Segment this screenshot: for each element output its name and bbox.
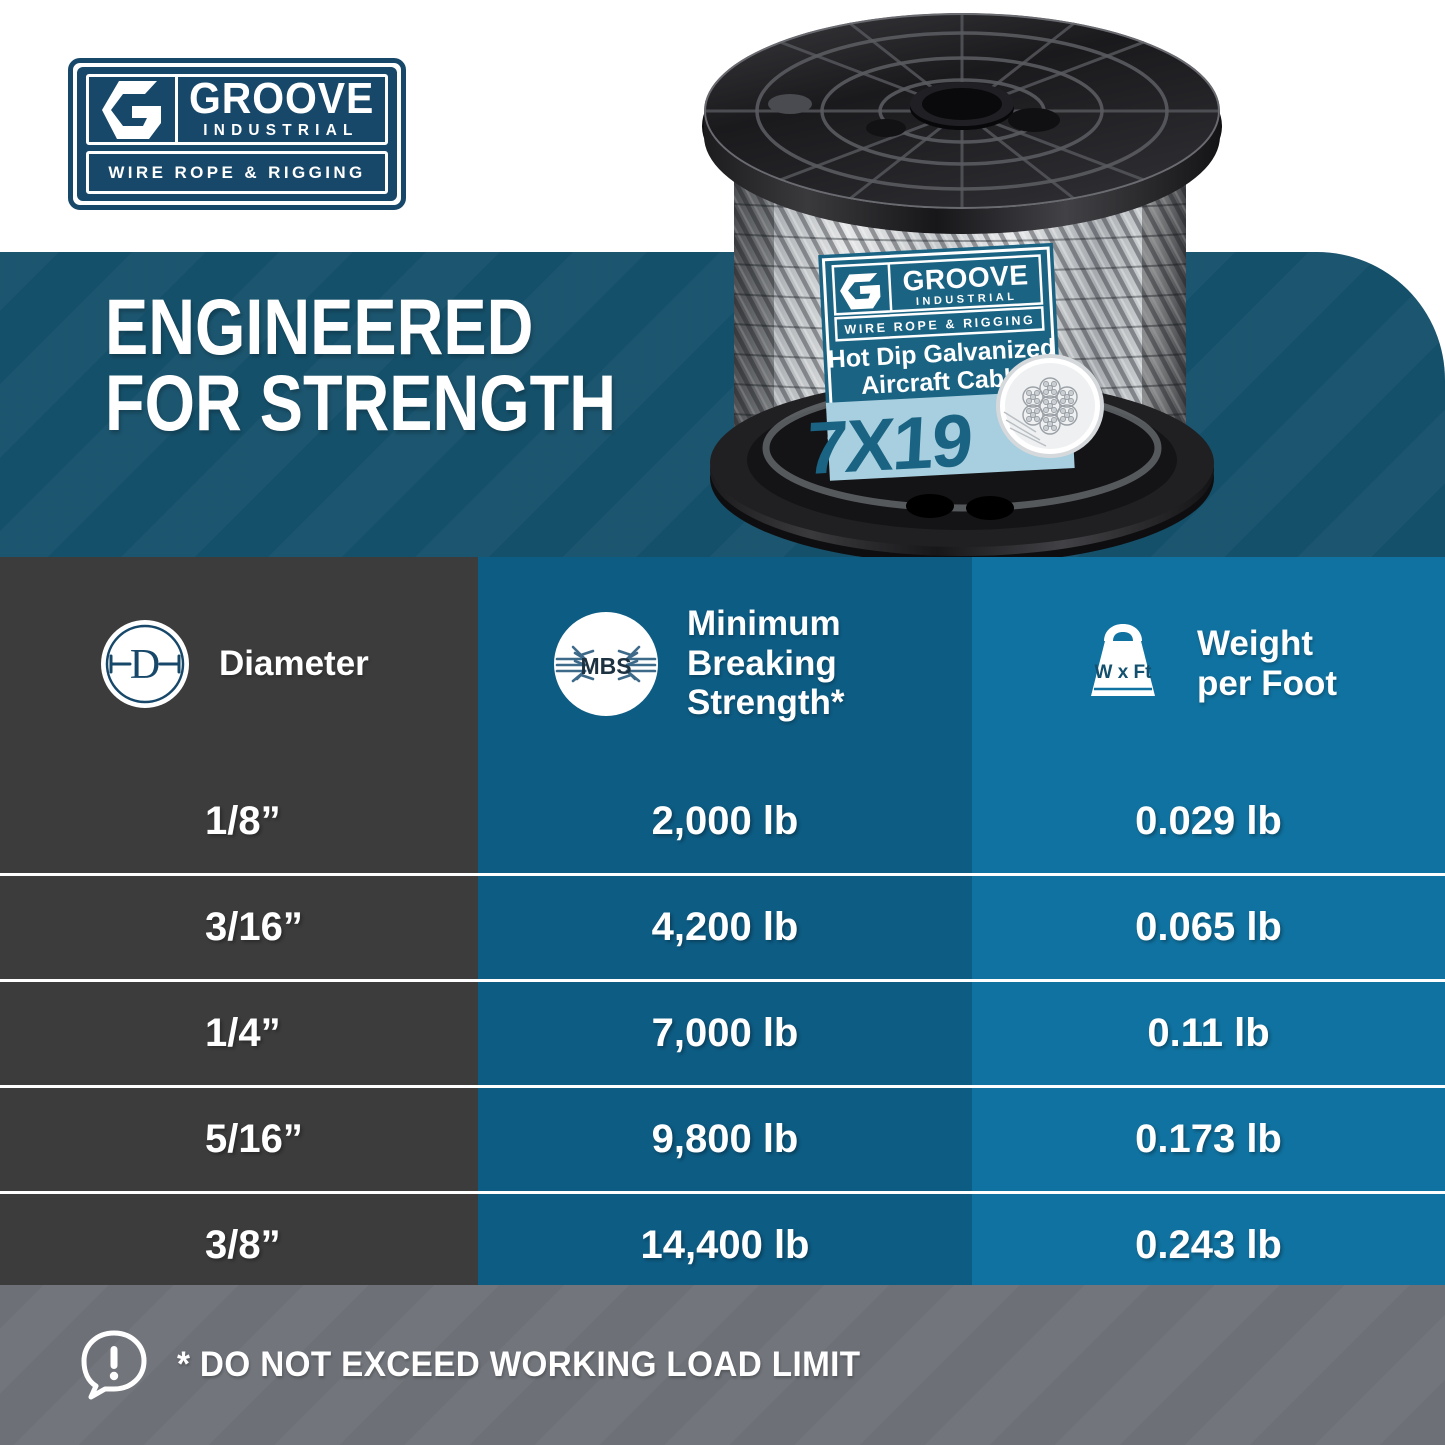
cell-diameter: 1/4” [205, 1011, 281, 1055]
wire-rope-spool-image: GROOVE INDUSTRIAL WIRE ROPE & RIGGING Ho… [672, 8, 1252, 593]
column-diameter-bg [0, 557, 478, 1285]
brand-subname: INDUSTRIAL [203, 122, 360, 140]
table-row: 5/16” 9,800 lb 0.173 lb [0, 1085, 1445, 1191]
table-row: 3/16” 4,200 lb 0.065 lb [0, 873, 1445, 979]
cell-weight: 0.029 lb [1135, 799, 1282, 843]
cell-diameter: 1/8” [205, 799, 281, 843]
groove-g-mark-icon [89, 77, 178, 143]
mbs-frayed-cable-icon: MBS [551, 609, 661, 719]
header-diameter: D Diameter [0, 557, 478, 770]
footer-stripe-texture [0, 1285, 1445, 1445]
spool-label: GROOVE INDUSTRIAL WIRE ROPE & RIGGING Ho… [804, 242, 1104, 490]
weight-icon: W x Ft [1075, 616, 1171, 712]
header-mbs: MBS Minimum Breaking Strength* [478, 557, 972, 770]
svg-text:GROOVE: GROOVE [902, 259, 1029, 297]
footer-warning-text: * DO NOT EXCEED WORKING LOAD LIMIT [177, 1345, 861, 1384]
svg-text:INDUSTRIAL: INDUSTRIAL [916, 291, 1018, 308]
cell-weight: 0.243 lb [1135, 1223, 1282, 1267]
hero-stripe-texture [0, 252, 1445, 557]
brand-logo-inner: GROOVE INDUSTRIAL WIRE ROPE & RIGGING [77, 67, 397, 201]
table-row: 3/8” 14,400 lb 0.243 lb [0, 1191, 1445, 1297]
brand-logo-top: GROOVE INDUSTRIAL [86, 74, 388, 146]
cell-mbs: 14,400 lb [640, 1223, 810, 1267]
brand-name: GROOVE [188, 74, 375, 123]
exclamation-bubble-icon [77, 1327, 151, 1406]
spec-table: D Diameter [0, 557, 1445, 1285]
hero-title: ENGINEERED FOR STRENGTH [105, 282, 617, 447]
cell-diameter: 3/16” [205, 905, 303, 949]
header-weight: W x Ft Weight per Foot [972, 557, 1445, 770]
svg-text:D: D [130, 642, 160, 688]
header-diameter-label: Diameter [219, 643, 369, 683]
header-mbs-label: Minimum Breaking Strength* [687, 604, 845, 723]
cell-mbs: 4,200 lb [651, 905, 799, 949]
svg-text:W x Ft: W x Ft [1095, 662, 1153, 683]
svg-text:MBS: MBS [580, 653, 631, 679]
brand-logo-words: GROOVE INDUSTRIAL [178, 77, 385, 142]
svg-text:7X19: 7X19 [804, 398, 973, 490]
diameter-icon: D [97, 616, 193, 712]
cell-weight: 0.173 lb [1135, 1117, 1282, 1161]
cell-diameter: 3/8” [205, 1223, 281, 1267]
footer-warning-bar: * DO NOT EXCEED WORKING LOAD LIMIT [0, 1285, 1445, 1445]
cell-diameter: 5/16” [205, 1117, 303, 1161]
column-weight-bg [972, 557, 1445, 1285]
hero-banner: ENGINEERED FOR STRENGTH [0, 252, 1445, 557]
cell-mbs: 2,000 lb [651, 799, 799, 843]
header-weight-label: Weight per Foot [1197, 623, 1337, 703]
cell-weight: 0.11 lb [1147, 1011, 1270, 1055]
footer-content: * DO NOT EXCEED WORKING LOAD LIMIT [77, 1285, 1445, 1445]
brand-tagline: WIRE ROPE & RIGGING [108, 162, 366, 182]
brand-tagline-box: WIRE ROPE & RIGGING [86, 151, 388, 194]
brand-logo: GROOVE INDUSTRIAL WIRE ROPE & RIGGING [68, 58, 406, 210]
cell-mbs: 7,000 lb [651, 1011, 799, 1055]
spec-table-header: D Diameter [0, 557, 1445, 770]
table-row: 1/8” 2,000 lb 0.029 lb [0, 770, 1445, 873]
cell-weight: 0.065 lb [1135, 905, 1282, 949]
cell-mbs: 9,800 lb [651, 1117, 799, 1161]
spec-table-rows: 1/8” 2,000 lb 0.029 lb 3/16” 4,200 lb 0.065 l… [0, 770, 1445, 1285]
table-row: 1/4” 7,000 lb 0.11 lb [0, 979, 1445, 1085]
